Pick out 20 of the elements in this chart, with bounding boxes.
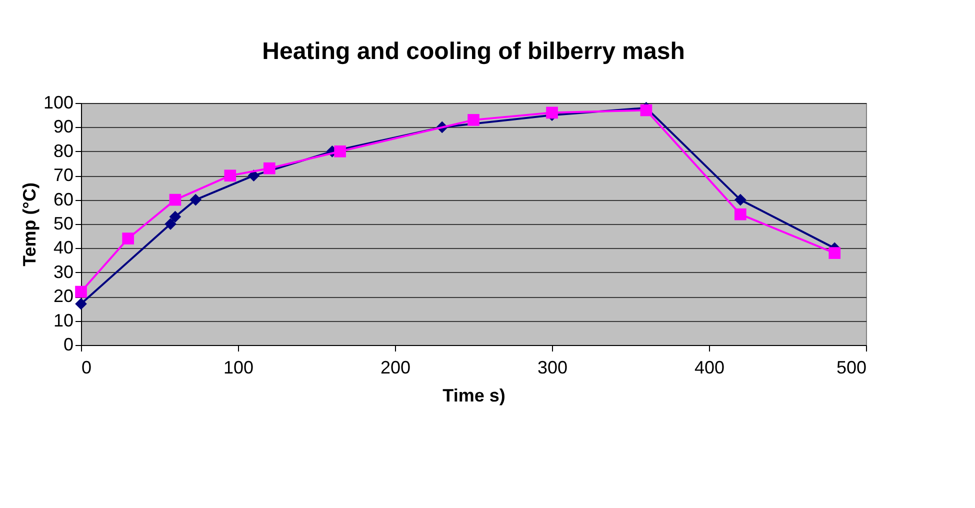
- y-tick-label: 80: [53, 140, 74, 161]
- y-tick-label: 40: [53, 238, 74, 258]
- x-tick-label: 200: [380, 358, 411, 378]
- y-tick-label: 20: [53, 286, 74, 306]
- x-tick-label: 300: [537, 358, 568, 378]
- y-tick-label: 10: [53, 310, 74, 330]
- x-tick-label: 0: [82, 358, 92, 378]
- x-axis-title: Time s): [442, 386, 506, 406]
- y-tick-label: 0: [63, 334, 74, 354]
- y-axis-title: Temp (°C): [19, 182, 40, 266]
- x-tick-label: 400: [694, 358, 725, 378]
- x-tick-label: 100: [223, 358, 254, 378]
- y-tick-label: 60: [53, 189, 74, 210]
- y-tick-label: 50: [53, 214, 74, 234]
- y-tick-label: 90: [53, 116, 74, 137]
- y-tick-label: 30: [53, 262, 74, 282]
- chart-title: Heating and cooling of bilberry mash: [262, 38, 685, 65]
- y-tick-label: 100: [43, 92, 74, 112]
- y-tick-label: 70: [53, 165, 74, 186]
- x-tick-label: 500: [836, 358, 866, 378]
